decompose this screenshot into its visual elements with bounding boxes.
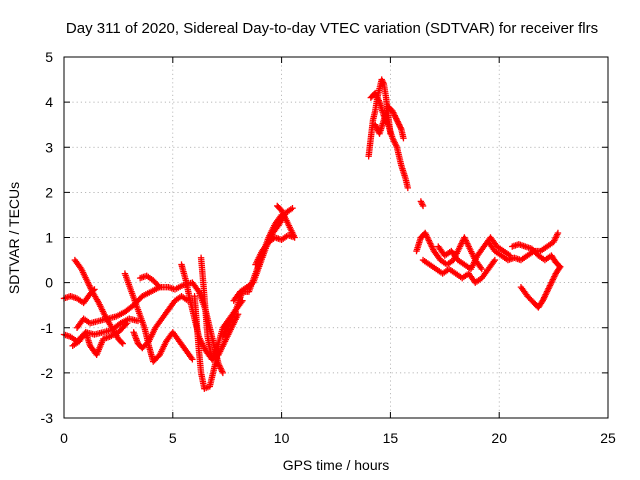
x-tick-label: 20 (491, 430, 507, 446)
data-points (60, 76, 564, 392)
series-track-07 (130, 292, 192, 352)
y-tick-label: 2 (45, 184, 53, 200)
y-tick-label: -3 (41, 410, 54, 426)
axis-ticks: 0 5 10 15 20 25 -3 -2 -1 0 1 2 3 4 5 (41, 49, 616, 446)
series-track-17 (371, 103, 407, 142)
series-track-18 (417, 198, 427, 210)
data-point (122, 321, 130, 328)
data-point (404, 184, 412, 192)
data-point (118, 339, 125, 346)
series-track-08 (136, 272, 227, 377)
series-track-16 (367, 89, 412, 192)
y-tick-label: -2 (41, 365, 54, 381)
data-point (189, 356, 196, 363)
y-tick-label: -1 (41, 320, 54, 336)
data-point (478, 265, 485, 273)
data-point (119, 340, 126, 347)
series-track-20 (419, 256, 499, 286)
y-tick-label: 1 (45, 230, 53, 246)
data-point (419, 202, 427, 210)
y-tick-label: 0 (45, 275, 53, 291)
data-point (123, 320, 131, 327)
y-tick-label: 3 (45, 139, 53, 155)
chart-title: Day 311 of 2020, Sidereal Day-to-day VTE… (66, 20, 598, 37)
data-point (155, 282, 162, 289)
data-point (418, 199, 425, 207)
x-tick-label: 0 (60, 430, 68, 446)
x-axis-label: GPS time / hours (283, 457, 390, 473)
data-point (400, 135, 407, 142)
series-track-24 (517, 263, 564, 311)
y-tick-label: 4 (45, 94, 53, 110)
x-tick-label: 10 (274, 430, 290, 446)
data-point (274, 202, 281, 210)
x-tick-label: 5 (169, 430, 177, 446)
data-point (219, 369, 227, 377)
y-tick-label: 5 (45, 49, 53, 65)
y-axis-label: SDTVAR / TECUs (6, 182, 22, 294)
series-track-14 (252, 202, 298, 268)
x-tick-label: 15 (383, 430, 399, 446)
data-point (275, 203, 282, 211)
series-track-23 (509, 241, 564, 271)
data-point (554, 229, 562, 237)
grid-lines (64, 57, 608, 418)
series-track-21 (435, 234, 514, 273)
data-point (419, 201, 426, 208)
x-tick-label: 25 (600, 430, 616, 446)
data-point (556, 263, 564, 271)
data-point (491, 256, 499, 264)
data-point (556, 264, 563, 272)
data-point (289, 204, 296, 212)
